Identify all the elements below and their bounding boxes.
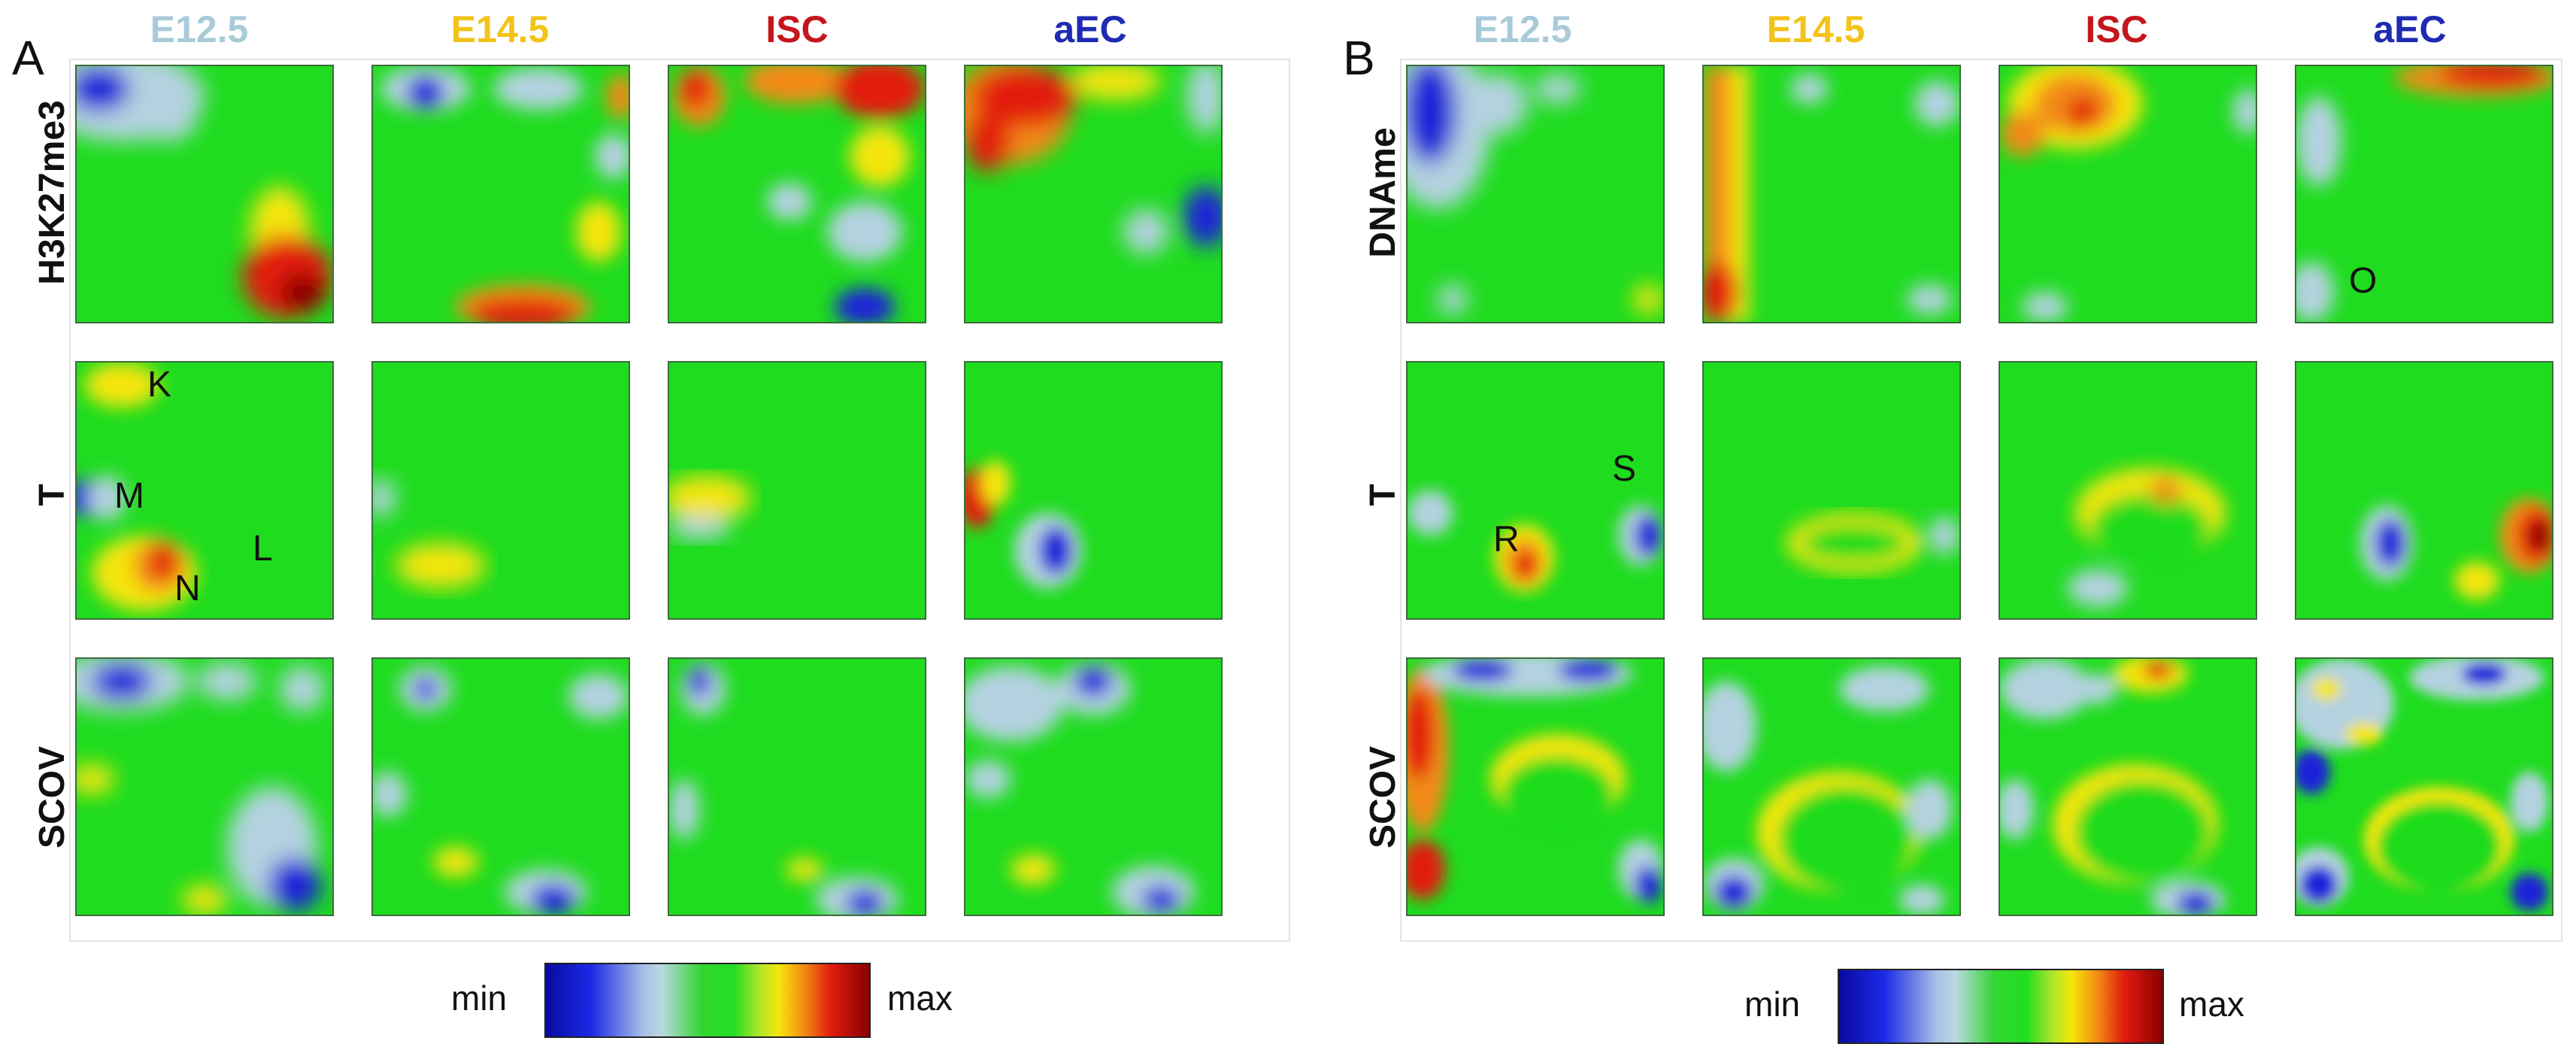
annotation-r: R bbox=[1493, 520, 1520, 560]
som-map-b-scov-e14 bbox=[1702, 657, 1961, 916]
som-map-b-dname-e12 bbox=[1406, 65, 1665, 323]
som-map-a-scov-aec bbox=[964, 657, 1223, 916]
panel-b-frame bbox=[1400, 59, 2562, 942]
panel-b-col-header: E12.5 bbox=[1473, 8, 1572, 50]
som-map-b-t-e14 bbox=[1702, 361, 1961, 620]
som-map-b-t-aec bbox=[2295, 361, 2553, 620]
annotation-o: O bbox=[2349, 261, 2377, 301]
panel-a-row-label: T bbox=[32, 484, 72, 506]
som-map-a-h3k27me3-e14 bbox=[371, 65, 630, 323]
annotation-s: S bbox=[1612, 449, 1637, 489]
som-map-b-scov-e12 bbox=[1406, 657, 1665, 916]
panel-a-letter: A bbox=[12, 31, 44, 85]
panel-b-letter: B bbox=[1343, 31, 1375, 85]
annotation-n: N bbox=[174, 569, 201, 608]
annotation-l: L bbox=[253, 529, 273, 569]
annotation-m: M bbox=[114, 476, 144, 516]
som-map-b-t-e12 bbox=[1406, 361, 1665, 620]
legend-a-colorbar bbox=[544, 963, 871, 1038]
som-map-b-scov-isc bbox=[1999, 657, 2257, 916]
legend-a-min-label: min bbox=[451, 979, 508, 1018]
legend-b-colorbar bbox=[1838, 969, 2164, 1044]
som-map-a-scov-e14 bbox=[371, 657, 630, 916]
panel-a-row-label: SCOV bbox=[32, 745, 72, 849]
som-map-b-dname-isc bbox=[1999, 65, 2257, 323]
som-map-a-t-aec bbox=[964, 361, 1223, 620]
panel-b-row-label: DNAme bbox=[1363, 127, 1403, 258]
panel-a-col-header: E14.5 bbox=[450, 8, 550, 50]
legend-b-max-label: max bbox=[2179, 985, 2244, 1024]
som-map-b-scov-aec bbox=[2295, 657, 2553, 916]
panel-a-frame bbox=[69, 59, 1290, 942]
som-map-a-h3k27me3-isc bbox=[668, 65, 926, 323]
annotation-k: K bbox=[147, 365, 172, 405]
panel-a-col-header: aEC bbox=[1053, 8, 1127, 50]
som-map-a-t-isc bbox=[668, 361, 926, 620]
panel-b-row-label: T bbox=[1363, 484, 1403, 506]
panel-b-col-header: E14.5 bbox=[1766, 8, 1865, 50]
som-map-a-scov-isc bbox=[668, 657, 926, 916]
som-map-b-dname-e14 bbox=[1702, 65, 1961, 323]
panel-a-row-label: H3K27me3 bbox=[32, 100, 72, 285]
panel-b-row-label: SCOV bbox=[1363, 745, 1403, 849]
panel-b-col-header: aEC bbox=[2373, 8, 2447, 50]
som-map-a-t-e14 bbox=[371, 361, 630, 620]
panel-a-col-header: E12.5 bbox=[150, 8, 249, 50]
som-map-b-dname-aec bbox=[2295, 65, 2553, 323]
legend-b-min-label: min bbox=[1744, 985, 1801, 1024]
som-map-b-t-isc bbox=[1999, 361, 2257, 620]
som-map-a-h3k27me3-aec bbox=[964, 65, 1223, 323]
panel-a-col-header: ISC bbox=[765, 8, 829, 50]
som-map-a-scov-e12 bbox=[75, 657, 334, 916]
panel-b-col-header: ISC bbox=[2085, 8, 2148, 50]
som-map-a-h3k27me3-e12 bbox=[75, 65, 334, 323]
som-map-a-t-e12 bbox=[75, 361, 334, 620]
legend-a-max-label: max bbox=[887, 979, 953, 1018]
